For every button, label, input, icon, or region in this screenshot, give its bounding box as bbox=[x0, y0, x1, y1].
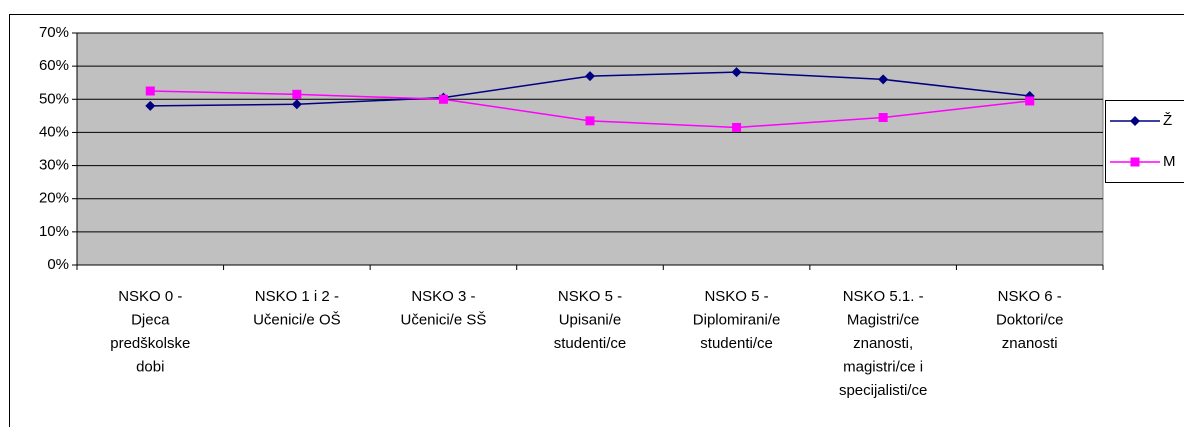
marker bbox=[292, 89, 302, 99]
marker bbox=[878, 74, 889, 85]
marker bbox=[732, 122, 742, 132]
marker bbox=[1130, 157, 1140, 167]
y-tick-label: 60% bbox=[39, 57, 69, 74]
x-tick-label: NSKO 0 -Djeca predškolske dobi bbox=[110, 288, 190, 376]
x-tick-label: NSKO 3 -Učenici/e SŠ bbox=[400, 288, 486, 329]
marker bbox=[1130, 116, 1140, 126]
marker bbox=[145, 100, 156, 111]
x-tick-label: NSKO 5 -Upisani/e studenti/ce bbox=[554, 288, 627, 352]
marker bbox=[1025, 96, 1035, 106]
y-tick-label: 40% bbox=[39, 123, 69, 140]
plot-area bbox=[76, 32, 1104, 266]
y-tick-label: 30% bbox=[39, 157, 69, 174]
x-tick-label: NSKO 5 -Diplomirani/e studenti/ce bbox=[693, 288, 781, 352]
y-tick-label: 70% bbox=[39, 24, 69, 41]
marker bbox=[291, 99, 302, 110]
marker bbox=[585, 71, 595, 82]
marker bbox=[585, 116, 595, 126]
marker bbox=[731, 67, 742, 78]
legend-label: M bbox=[1163, 153, 1176, 170]
x-tick-label: NSKO 1 i 2 -Učenici/e OŠ bbox=[253, 288, 341, 329]
x-tick-label: NSKO 6 -Doktori/ce znanosti bbox=[996, 288, 1064, 352]
x-tick-label: NSKO 5.1. -Magistri/ce znanosti, magistri/… bbox=[839, 288, 927, 399]
marker bbox=[145, 86, 155, 96]
y-tick-label: 10% bbox=[39, 223, 69, 240]
y-tick-label: 20% bbox=[39, 190, 69, 207]
y-tick-label: 50% bbox=[39, 90, 69, 107]
legend-box bbox=[1105, 100, 1184, 183]
legend-label: Ž bbox=[1163, 112, 1172, 129]
marker bbox=[878, 113, 888, 123]
marker bbox=[438, 94, 448, 104]
y-tick-label: 0% bbox=[47, 256, 69, 273]
